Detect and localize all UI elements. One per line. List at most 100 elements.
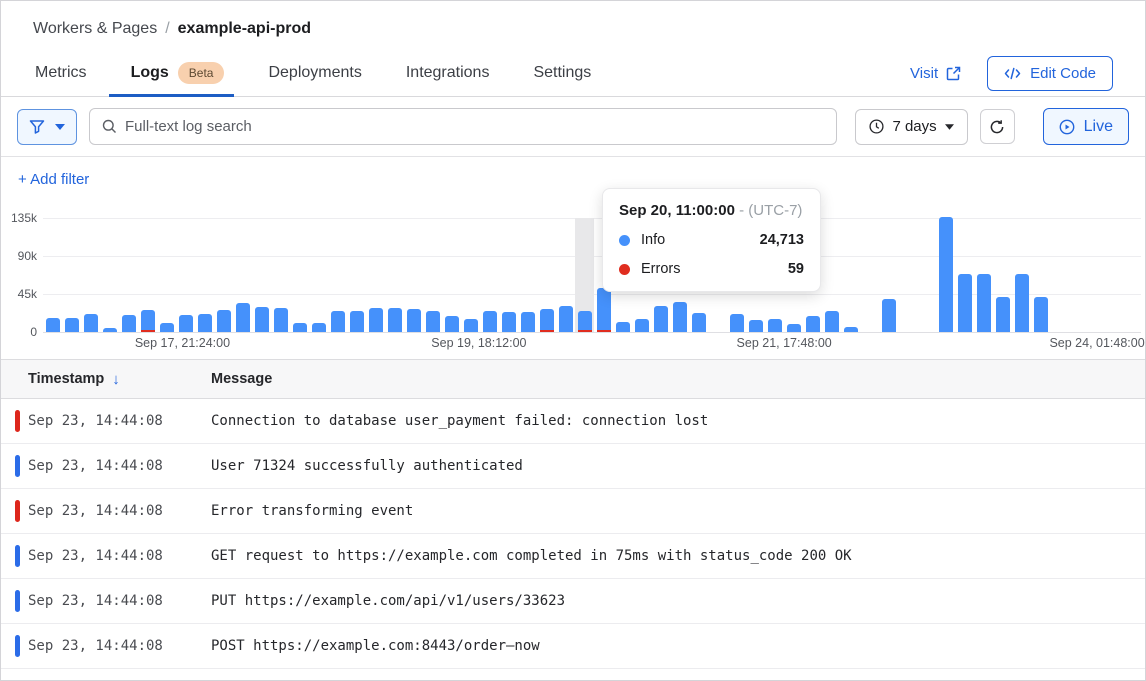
message-cell: Connection to database user_payment fail…: [211, 413, 709, 429]
edit-code-button[interactable]: Edit Code: [987, 55, 1113, 91]
chart-bar-slot[interactable]: [271, 218, 290, 332]
bar-info-segment: [311, 322, 326, 332]
table-row[interactable]: Sep 23, 14:44:08 User 71324 successfully …: [1, 444, 1145, 489]
chart-bar-slot[interactable]: [62, 218, 81, 332]
chart-bar-slot[interactable]: [1031, 218, 1050, 332]
chart-bar-slot[interactable]: [442, 218, 461, 332]
sort-descending-icon[interactable]: ↓: [112, 370, 120, 388]
chart-bar-slot[interactable]: [632, 218, 651, 332]
breadcrumb-parent[interactable]: Workers & Pages: [33, 20, 158, 37]
chart-bar-slot[interactable]: [81, 218, 100, 332]
y-axis-tick: 0: [30, 325, 37, 339]
chart-bar-slot[interactable]: [309, 218, 328, 332]
message-cell: GET request to https://example.com compl…: [211, 548, 852, 564]
chart-bar-slot[interactable]: [936, 217, 955, 332]
chart-bar-slot[interactable]: [290, 218, 309, 332]
chart-bar-slot[interactable]: [898, 218, 917, 332]
live-button[interactable]: Live: [1042, 108, 1129, 145]
search-input[interactable]: [125, 118, 825, 135]
chart-bar-slot[interactable]: [727, 218, 746, 332]
chart-bar-slot[interactable]: [480, 218, 499, 332]
tab-integrations[interactable]: Integrations: [405, 64, 490, 81]
chart-bar-slot[interactable]: [917, 218, 936, 332]
add-filter-row: + Add filter: [1, 157, 1145, 201]
chart-bar-slot[interactable]: [366, 218, 385, 332]
chart-bar-slot[interactable]: [993, 218, 1012, 332]
chart-bar-slot[interactable]: [43, 218, 62, 332]
chart-bar-slot[interactable]: [822, 218, 841, 332]
chart-bar-slot[interactable]: [1088, 218, 1107, 332]
table-row[interactable]: Sep 23, 14:44:08 GET request to https://e…: [1, 534, 1145, 579]
chart-bar-slot[interactable]: [233, 218, 252, 332]
visit-link[interactable]: Visit: [910, 65, 961, 82]
chart-bar-slot[interactable]: [765, 218, 784, 332]
table-row[interactable]: Sep 23, 14:44:08 POST https://example.com…: [1, 624, 1145, 669]
toolbar: 7 days Live: [1, 97, 1145, 157]
chart-bar-slot[interactable]: [670, 218, 689, 332]
chart-bar-slot[interactable]: [594, 218, 613, 332]
time-range-dropdown[interactable]: 7 days: [855, 108, 968, 145]
chart-bar-slot[interactable]: [746, 218, 765, 332]
info-severity-indicator: [15, 545, 20, 567]
chart-bar-slot[interactable]: [803, 218, 822, 332]
chart-bar-slot[interactable]: [119, 218, 138, 332]
chart-bar-slot[interactable]: [556, 218, 575, 332]
bar-errors-segment: [140, 329, 155, 332]
chart-bar-slot[interactable]: [613, 218, 632, 332]
chart-bar-slot[interactable]: [100, 218, 119, 332]
log-table-body: Sep 23, 14:44:08 Connection to database u…: [1, 399, 1145, 669]
chart-bar-slot[interactable]: [784, 218, 803, 332]
chart-bar-slot[interactable]: [1012, 218, 1031, 332]
chart-bar-slot[interactable]: [1050, 218, 1069, 332]
chart-bar-highlighted[interactable]: [575, 218, 594, 332]
timestamp-column-header[interactable]: Timestamp: [28, 371, 105, 387]
tab-metrics[interactable]: Metrics: [35, 64, 87, 81]
bar-info-segment: [140, 310, 155, 330]
chart-bar-slot[interactable]: [195, 218, 214, 332]
chart-bar-slot[interactable]: [423, 218, 442, 332]
message-cell: User 71324 successfully authenticated: [211, 458, 523, 474]
bar-info-segment: [216, 310, 231, 332]
chart-bar-slot[interactable]: [328, 218, 347, 332]
log-table-header: Timestamp ↓ Message: [1, 360, 1145, 399]
chart-bar-slot[interactable]: [157, 218, 176, 332]
tooltip-timestamp: Sep 20, 11:00:00: [619, 202, 735, 219]
bar-info-segment: [463, 318, 478, 332]
chart-bar-slot[interactable]: [537, 218, 556, 332]
chart-bar-slot[interactable]: [974, 218, 993, 332]
timestamp-cell: Sep 23, 14:44:08: [28, 593, 163, 609]
chart-bar-slot[interactable]: [651, 218, 670, 332]
chart-bar-slot[interactable]: [252, 218, 271, 332]
table-row[interactable]: Sep 23, 14:44:08 PUT https://example.com/…: [1, 579, 1145, 624]
bar-info-segment: [634, 318, 649, 332]
message-column-header: Message: [211, 371, 273, 387]
chart-bar-slot[interactable]: [138, 218, 157, 332]
tab-logs[interactable]: Logs Beta: [108, 50, 235, 97]
table-row[interactable]: Sep 23, 14:44:08 Connection to database u…: [1, 399, 1145, 444]
tab-deployments[interactable]: Deployments: [268, 64, 362, 81]
filter-dropdown-button[interactable]: [17, 108, 77, 145]
chart-bar-slot[interactable]: [1069, 218, 1088, 332]
chart-bar-slot[interactable]: [385, 218, 404, 332]
tab-settings[interactable]: Settings: [533, 64, 592, 81]
chart-bar-slot[interactable]: [404, 218, 423, 332]
chart-bar-slot[interactable]: [461, 218, 480, 332]
chart-bar-slot[interactable]: [499, 218, 518, 332]
chart-bar-slot[interactable]: [689, 218, 708, 332]
refresh-button[interactable]: [979, 109, 1015, 144]
chevron-down-icon: [944, 123, 954, 130]
chart-bar-slot[interactable]: [176, 218, 195, 332]
error-severity-indicator: [15, 500, 20, 522]
chart-bar-slot[interactable]: [347, 218, 366, 332]
chart-bar-slot[interactable]: [955, 218, 974, 332]
chart-bar-slot[interactable]: [841, 218, 860, 332]
info-severity-indicator: [15, 455, 20, 477]
chart-bar-slot[interactable]: [879, 218, 898, 332]
chart-bar-slot[interactable]: [860, 218, 879, 332]
chart-bar-slot[interactable]: [214, 218, 233, 332]
timestamp-cell: Sep 23, 14:44:08: [28, 548, 163, 564]
add-filter-button[interactable]: + Add filter: [18, 170, 90, 188]
chart-bar-slot[interactable]: [518, 218, 537, 332]
table-row[interactable]: Sep 23, 14:44:08 Error transforming event: [1, 489, 1145, 534]
